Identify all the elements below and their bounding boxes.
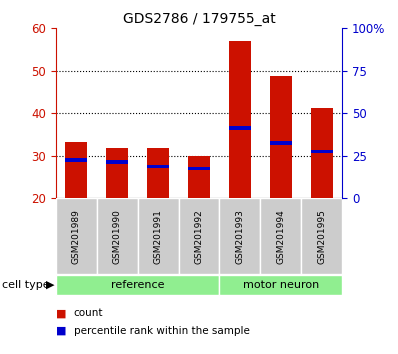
- Bar: [301, 198, 342, 274]
- Bar: [229, 126, 251, 130]
- Bar: [106, 160, 129, 164]
- Bar: [310, 108, 333, 198]
- Text: count: count: [74, 308, 103, 318]
- Bar: [106, 148, 129, 198]
- Bar: [219, 275, 342, 295]
- Text: GSM201995: GSM201995: [317, 209, 326, 264]
- Bar: [65, 142, 88, 198]
- Bar: [219, 198, 260, 274]
- Bar: [269, 141, 292, 145]
- Text: GSM201992: GSM201992: [195, 209, 203, 264]
- Text: reference: reference: [111, 280, 164, 290]
- Bar: [269, 76, 292, 198]
- Bar: [138, 198, 179, 274]
- Bar: [147, 165, 169, 168]
- Bar: [179, 198, 219, 274]
- Bar: [65, 158, 88, 162]
- Text: GSM201991: GSM201991: [154, 209, 162, 264]
- Bar: [188, 156, 210, 198]
- Text: ■: ■: [56, 308, 66, 318]
- Text: ▶: ▶: [46, 280, 54, 290]
- Text: GSM201989: GSM201989: [72, 209, 81, 264]
- Bar: [310, 150, 333, 153]
- Bar: [229, 41, 251, 198]
- Bar: [260, 198, 301, 274]
- Text: GSM201994: GSM201994: [276, 209, 285, 264]
- Text: ■: ■: [56, 326, 66, 336]
- Text: cell type: cell type: [2, 280, 50, 290]
- Bar: [56, 275, 219, 295]
- Bar: [188, 167, 210, 170]
- Text: motor neuron: motor neuron: [243, 280, 319, 290]
- Text: GSM201993: GSM201993: [236, 209, 244, 264]
- Bar: [147, 148, 169, 198]
- Text: GSM201990: GSM201990: [113, 209, 122, 264]
- Text: percentile rank within the sample: percentile rank within the sample: [74, 326, 250, 336]
- Bar: [97, 198, 138, 274]
- Title: GDS2786 / 179755_at: GDS2786 / 179755_at: [123, 12, 275, 26]
- Bar: [56, 198, 97, 274]
